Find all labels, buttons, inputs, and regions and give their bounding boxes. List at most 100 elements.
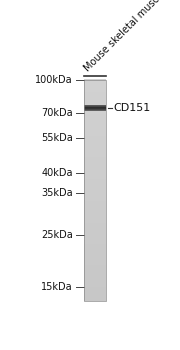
Bar — [84, 82, 106, 83]
Bar — [84, 166, 106, 167]
Bar — [84, 188, 106, 189]
Bar — [84, 228, 106, 229]
Bar — [84, 244, 106, 245]
Bar — [84, 87, 106, 88]
Bar — [84, 191, 106, 193]
Bar — [84, 112, 106, 113]
Bar — [84, 96, 106, 97]
Bar — [84, 283, 106, 284]
Bar — [84, 280, 106, 281]
Bar — [84, 165, 106, 166]
Bar — [84, 173, 106, 174]
Bar — [84, 181, 106, 182]
Bar — [84, 175, 106, 176]
Text: 25kDa: 25kDa — [41, 230, 73, 240]
Bar — [84, 264, 106, 265]
Bar — [84, 152, 106, 153]
Bar — [84, 258, 106, 259]
Bar — [84, 163, 106, 164]
Bar — [84, 187, 106, 188]
Bar — [84, 193, 106, 194]
Bar — [84, 284, 106, 285]
Bar — [84, 252, 106, 253]
Bar — [84, 138, 106, 139]
Bar — [84, 93, 106, 94]
Bar — [84, 230, 106, 231]
Bar — [84, 110, 106, 111]
Bar — [84, 270, 106, 271]
Bar — [84, 107, 106, 108]
Bar — [84, 196, 106, 197]
Bar — [84, 88, 106, 89]
Bar — [84, 156, 106, 157]
Bar — [84, 124, 106, 125]
Bar — [84, 293, 106, 294]
Bar — [84, 218, 106, 219]
Bar — [84, 178, 106, 179]
Bar — [84, 257, 106, 258]
Bar — [84, 299, 106, 300]
Bar — [84, 255, 106, 256]
Bar — [84, 103, 106, 104]
Bar — [84, 269, 106, 270]
Bar — [84, 155, 106, 156]
Bar — [84, 250, 106, 251]
Bar — [84, 180, 106, 181]
Bar — [84, 214, 106, 215]
Bar — [84, 164, 106, 165]
Bar — [84, 108, 106, 109]
Bar — [84, 244, 106, 245]
Bar — [84, 263, 106, 264]
Bar — [84, 144, 106, 145]
Bar — [84, 122, 106, 123]
Text: 40kDa: 40kDa — [41, 168, 73, 178]
Bar — [84, 148, 106, 149]
Bar — [84, 219, 106, 220]
Bar — [84, 153, 106, 154]
Text: 15kDa: 15kDa — [41, 282, 73, 292]
Bar — [84, 291, 106, 292]
Bar — [84, 109, 106, 110]
Bar — [84, 239, 106, 240]
Bar — [84, 111, 106, 112]
Bar — [84, 194, 106, 195]
Bar — [84, 115, 106, 116]
Bar — [84, 284, 106, 285]
Bar — [84, 133, 106, 134]
Bar — [84, 158, 106, 159]
Bar — [84, 116, 106, 117]
Bar — [84, 278, 106, 279]
Bar — [84, 89, 106, 90]
Bar — [84, 217, 106, 218]
Bar — [84, 211, 106, 212]
Bar — [84, 109, 106, 110]
Bar — [84, 107, 106, 108]
Bar — [84, 223, 106, 224]
Bar — [84, 208, 106, 209]
Bar — [84, 120, 106, 121]
Bar — [84, 126, 106, 127]
Bar — [84, 233, 106, 235]
Bar — [84, 207, 106, 208]
Bar — [84, 201, 106, 202]
Bar — [84, 249, 106, 250]
Bar — [84, 174, 106, 175]
Bar — [84, 134, 106, 135]
Bar — [84, 80, 106, 301]
Bar — [84, 145, 106, 146]
Bar — [84, 104, 106, 105]
Bar — [84, 205, 106, 206]
Bar — [84, 182, 106, 183]
Bar — [84, 149, 106, 150]
Bar — [84, 108, 106, 109]
Bar — [84, 222, 106, 223]
Bar — [84, 292, 106, 293]
Bar — [84, 132, 106, 133]
Bar — [84, 186, 106, 187]
Text: 55kDa: 55kDa — [41, 133, 73, 143]
Bar — [84, 241, 106, 243]
Bar — [84, 85, 106, 86]
Bar — [84, 143, 106, 144]
Bar — [84, 272, 106, 273]
Bar — [84, 256, 106, 257]
